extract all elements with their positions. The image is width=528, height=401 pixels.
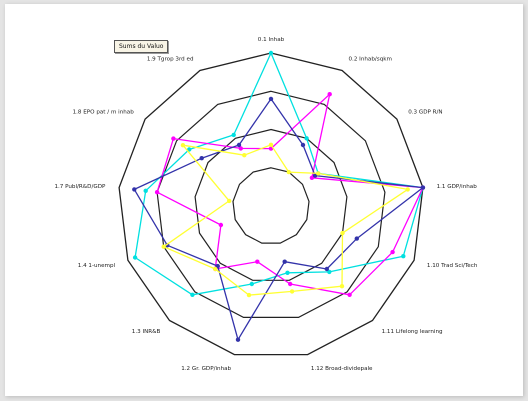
data-point xyxy=(154,190,160,195)
data-point xyxy=(242,153,247,158)
grid-ring xyxy=(194,128,348,281)
data-point xyxy=(180,143,186,148)
axis-label: 1.4 1-unempl xyxy=(78,263,116,269)
data-point xyxy=(327,269,332,275)
data-point xyxy=(354,236,359,241)
legend-button[interactable]: Sums du Valuo xyxy=(114,40,169,53)
axis-label: 1.3 INR&B xyxy=(132,329,161,335)
data-point xyxy=(236,142,242,148)
data-point xyxy=(316,171,321,176)
axis-label: 1.8 EPO pat / m inhab xyxy=(73,109,135,115)
data-point xyxy=(246,292,252,298)
data-point xyxy=(304,136,309,141)
data-point xyxy=(268,50,274,56)
data-point xyxy=(282,259,287,264)
axis-label: 0.2 Inhab/sqkm xyxy=(349,56,392,62)
data-point xyxy=(132,255,138,260)
data-point xyxy=(255,259,260,264)
data-point xyxy=(289,289,295,294)
data-point xyxy=(218,222,224,228)
chart-card: 0.1 Inhab 0.2 Inhab/sqkm 0.3 GDP R/N 1.1 GD… xyxy=(5,4,523,396)
series-line xyxy=(134,52,424,296)
data-point xyxy=(235,337,241,342)
data-point xyxy=(300,142,306,148)
data-point xyxy=(199,156,204,161)
data-point xyxy=(340,230,345,236)
data-point xyxy=(190,292,195,297)
data-point xyxy=(401,254,406,259)
data-point xyxy=(161,244,166,249)
data-point xyxy=(286,169,291,175)
series-line xyxy=(133,98,424,341)
data-point xyxy=(231,132,236,138)
axis-label: 1.7 Publ/R&D/GDP xyxy=(54,184,106,190)
data-point xyxy=(327,92,332,97)
data-point xyxy=(390,249,395,255)
axis-label: 1.10 Trad Sci/Tech xyxy=(427,263,478,269)
series-line xyxy=(156,93,424,296)
grid-ring xyxy=(232,167,310,244)
grid-ring xyxy=(118,52,424,356)
axis-label: 0.3 GDP R/N xyxy=(408,109,442,115)
axis-label: 1.11 Lifelong learning xyxy=(382,329,443,335)
axis-label: 1.1 GDP/inhab xyxy=(437,184,478,190)
data-point xyxy=(143,188,148,193)
data-point xyxy=(268,96,274,102)
data-point xyxy=(285,270,290,275)
data-point xyxy=(171,136,176,141)
radar-chart: 0.1 Inhab 0.2 Inhab/sqkm 0.3 GDP R/N 1.1 GD… xyxy=(54,37,478,372)
data-point xyxy=(215,263,220,269)
data-point xyxy=(347,292,352,297)
axis-label: 1.12 Broad-dividepale xyxy=(311,366,373,372)
series-line xyxy=(163,144,409,296)
data-point xyxy=(132,187,137,192)
data-point xyxy=(268,142,274,147)
data-point xyxy=(420,185,426,190)
data-point xyxy=(213,266,218,272)
axis-label: 0.1 Inhab xyxy=(258,37,285,43)
grid-ring xyxy=(156,90,386,318)
data-point xyxy=(288,281,293,287)
data-point xyxy=(227,198,232,204)
axis-label: 1.2 Gr. GDP/inhab xyxy=(181,366,231,372)
data-point xyxy=(238,146,243,151)
data-point xyxy=(405,187,410,192)
data-point xyxy=(249,281,254,287)
data-point xyxy=(339,284,345,289)
data-point xyxy=(324,266,329,272)
axis-label: 1.9 Tgrop 3rd ed xyxy=(147,56,194,62)
data-point xyxy=(309,175,315,180)
data-point xyxy=(312,173,318,178)
